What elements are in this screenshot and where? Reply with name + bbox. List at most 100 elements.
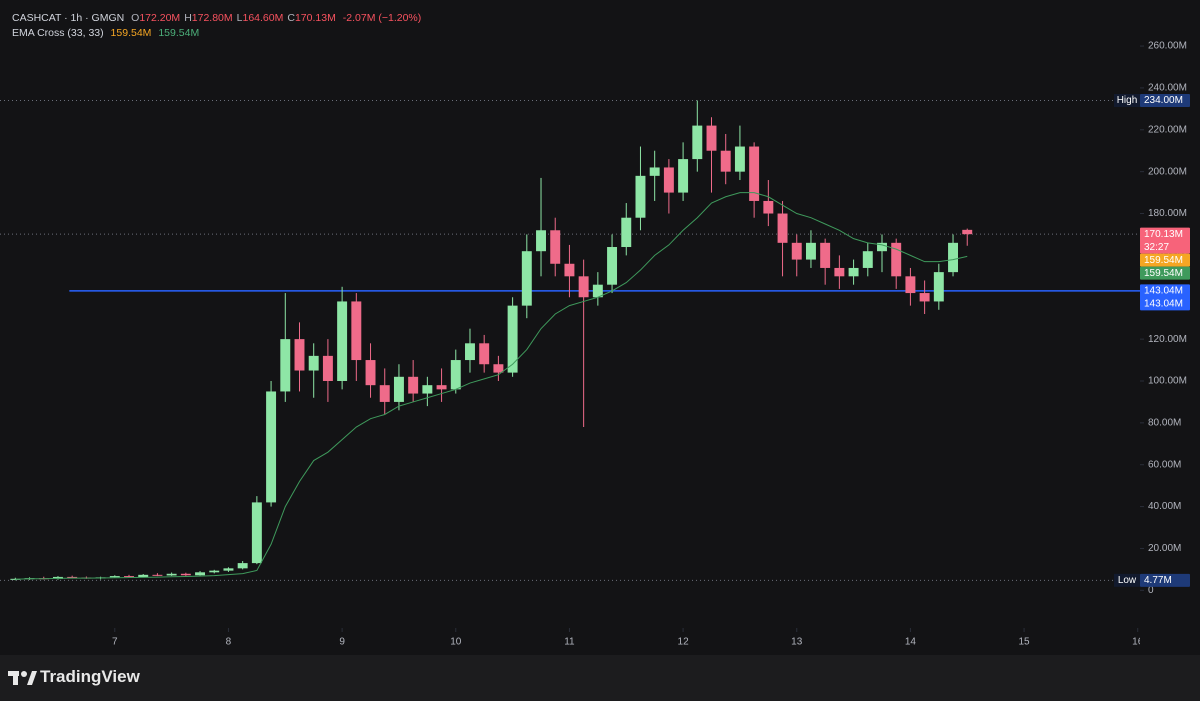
candle-body — [493, 364, 504, 373]
price-tag — [1140, 573, 1190, 587]
ohlc-value: 172.20M — [139, 12, 181, 24]
candle-body — [578, 276, 589, 298]
candle-body — [280, 339, 291, 392]
candle-body — [408, 376, 419, 394]
x-tick-label: 8 — [226, 637, 232, 648]
y-tick-label: 40.00M — [1148, 501, 1181, 512]
ohlc-key: L — [236, 12, 243, 24]
y-tick-label: 200.00M — [1148, 166, 1187, 177]
ohlc-key: H — [184, 12, 192, 24]
candle-body — [294, 339, 305, 371]
x-tick-label: 13 — [791, 637, 803, 648]
x-tick-label: 16 — [1132, 637, 1144, 648]
price-tag — [1140, 93, 1190, 107]
candle-body — [436, 385, 447, 390]
candle-body — [180, 573, 191, 576]
x-tick-label: 14 — [905, 637, 917, 648]
y-tick-label: 20.00M — [1148, 543, 1181, 554]
x-tick-label: 12 — [678, 637, 690, 648]
candle-body — [564, 263, 575, 277]
price-tag — [1140, 284, 1190, 311]
price-tag-name-box — [1114, 93, 1140, 107]
x-tick-label: 10 — [450, 637, 462, 648]
symbol-row: CASHCAT · 1h · GMGN O172.20M H172.80M L164… — [12, 11, 421, 26]
candle-body — [592, 284, 603, 298]
candle-body — [209, 570, 220, 573]
price-tag-name-box — [1114, 573, 1140, 587]
candle-body — [152, 574, 163, 576]
price-axis: 0 20.00M 40.00M 60.00M 80.00M 100.00M 120.00M 1… — [1114, 41, 1190, 596]
x-tick-label: 9 — [339, 637, 345, 648]
candle-body — [805, 242, 816, 260]
candle-body — [919, 293, 930, 302]
candle-body — [734, 146, 745, 172]
y-tick-label: 100.00M — [1148, 376, 1187, 387]
y-tick-label: 80.00M — [1148, 417, 1181, 428]
candle-body — [337, 301, 348, 381]
indicator-name: EMA Cross (33, 33) — [12, 27, 104, 39]
y-tick-label: 180.00M — [1148, 208, 1187, 219]
candle-body — [891, 242, 902, 277]
ema-line — [15, 192, 968, 580]
candle-body — [834, 267, 845, 277]
candle-body — [607, 247, 618, 285]
x-tick-label: 11 — [564, 637, 575, 648]
candle-body — [621, 217, 632, 248]
candle-body — [365, 360, 376, 386]
y-tick-label: 260.00M — [1148, 41, 1187, 52]
candle-body — [10, 578, 21, 580]
price-tag-label: 234.00M — [1144, 95, 1183, 106]
chart-background — [0, 0, 1200, 655]
price-tag — [1140, 227, 1190, 254]
candle-body — [195, 572, 206, 576]
candle-body — [649, 167, 660, 176]
price-tag-label: 4.77M — [1144, 575, 1172, 586]
price-tag-label: 32:27 — [1144, 242, 1169, 253]
ohlc-key: O — [131, 12, 140, 24]
candle-body — [692, 125, 703, 160]
candle-body — [251, 502, 262, 564]
price-tag-label: 159.54M — [1144, 268, 1183, 279]
candle-body — [962, 229, 973, 235]
chart: 7 8 9 10 11 12 13 14 15 16 0 20.00M 40.00M 60.00M 80.… — [0, 0, 1200, 655]
candle-body — [663, 167, 674, 193]
candle-body — [763, 200, 774, 214]
brand-name: TradingView — [40, 667, 140, 686]
legend: CASHCAT · 1h · GMGN O172.20M H172.80M L164… — [12, 11, 421, 41]
candle-body — [237, 563, 248, 569]
candle-body — [905, 276, 916, 294]
ohlc-value: 170.13M — [294, 12, 336, 24]
candle-body — [706, 125, 717, 151]
candle-body — [379, 385, 390, 402]
ohlc-value: 172.80M — [191, 12, 233, 24]
y-tick-label: 120.00M — [1148, 334, 1187, 345]
candle-body — [266, 391, 277, 503]
candle-body — [308, 355, 319, 371]
candle-body — [166, 573, 177, 576]
candle-body — [124, 576, 134, 578]
candle-body — [223, 568, 234, 571]
price-tag — [1140, 266, 1190, 280]
symbol: CASHCAT · 1h · GMGN — [12, 12, 125, 24]
x-tick-label: 15 — [1019, 637, 1031, 648]
candle-body — [507, 305, 518, 373]
candle-body — [450, 360, 461, 390]
x-tick-label: 7 — [112, 637, 118, 648]
candle-body — [393, 376, 404, 402]
price-tag-name: Low — [1118, 575, 1137, 586]
ohlc-key: C — [287, 12, 295, 24]
candle-body — [820, 242, 831, 268]
candle-body — [67, 576, 78, 578]
price-tag-label: 159.54M — [1144, 255, 1183, 266]
y-tick-label: 240.00M — [1148, 83, 1187, 94]
plot-area: 7 8 9 10 11 12 13 14 15 16 — [0, 99, 1144, 648]
candle-body — [678, 159, 689, 193]
price-tag — [1140, 253, 1190, 267]
candle-body — [351, 301, 362, 361]
y-tick-label: 60.00M — [1148, 459, 1181, 470]
indicator-row: EMA Cross (33, 33) 159.54M 159.54M — [12, 26, 421, 41]
y-tick-label: 0 — [1148, 585, 1154, 596]
indicator-value: 159.54M — [110, 27, 152, 39]
candle-body — [635, 175, 646, 218]
